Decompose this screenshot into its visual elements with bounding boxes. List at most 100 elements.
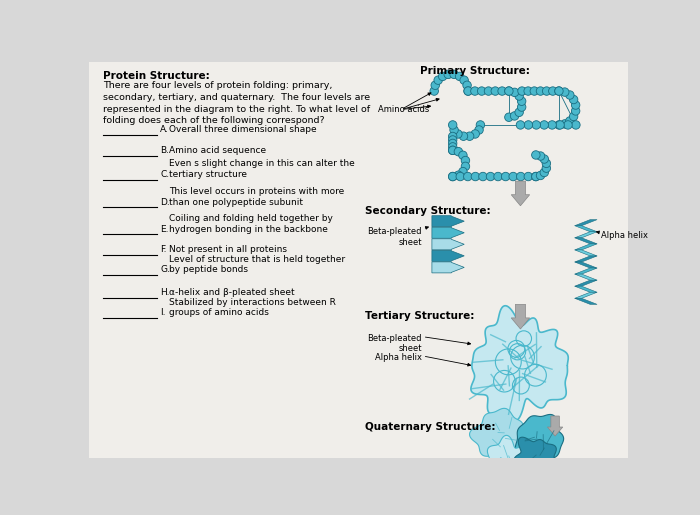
Circle shape: [450, 126, 459, 134]
Circle shape: [564, 121, 572, 129]
Circle shape: [466, 132, 474, 141]
Circle shape: [517, 103, 526, 111]
Text: Even s slight change in this can alter the
tertiary structure: Even s slight change in this can alter t…: [169, 160, 355, 179]
Circle shape: [532, 121, 540, 129]
Polygon shape: [432, 250, 464, 261]
Polygon shape: [432, 216, 464, 227]
Text: Beta-pleated
sheet: Beta-pleated sheet: [368, 227, 422, 247]
Circle shape: [454, 147, 463, 156]
Circle shape: [463, 81, 471, 90]
Circle shape: [571, 107, 580, 115]
Circle shape: [548, 121, 556, 129]
Polygon shape: [547, 416, 563, 436]
Polygon shape: [575, 268, 597, 274]
Circle shape: [554, 87, 564, 95]
Circle shape: [430, 87, 438, 95]
Circle shape: [536, 152, 545, 160]
Circle shape: [531, 173, 540, 181]
Polygon shape: [432, 262, 464, 273]
Circle shape: [463, 173, 472, 181]
Circle shape: [470, 87, 479, 95]
Circle shape: [458, 151, 467, 160]
Text: F.: F.: [160, 245, 167, 254]
Circle shape: [542, 159, 551, 167]
Text: Beta-pleated
sheet: Beta-pleated sheet: [368, 334, 422, 353]
Text: Overall three dimensional shape: Overall three dimensional shape: [169, 125, 317, 134]
Polygon shape: [432, 239, 464, 250]
Circle shape: [510, 112, 519, 120]
Polygon shape: [575, 256, 597, 262]
Polygon shape: [575, 280, 597, 286]
Polygon shape: [575, 292, 597, 298]
Circle shape: [464, 87, 473, 95]
Circle shape: [479, 173, 487, 181]
Text: Not present in all proteins: Not present in all proteins: [169, 245, 287, 254]
Text: G.: G.: [160, 265, 170, 274]
Polygon shape: [470, 408, 524, 460]
Circle shape: [498, 87, 506, 95]
Circle shape: [536, 171, 545, 180]
Circle shape: [484, 87, 493, 95]
FancyBboxPatch shape: [90, 62, 629, 458]
Circle shape: [475, 126, 483, 134]
Circle shape: [501, 173, 510, 181]
Circle shape: [464, 87, 473, 95]
Circle shape: [531, 173, 540, 181]
Circle shape: [530, 87, 538, 95]
Circle shape: [449, 121, 457, 129]
Circle shape: [458, 167, 467, 176]
Circle shape: [515, 92, 524, 100]
Text: Quaternary Structure:: Quaternary Structure:: [365, 422, 496, 432]
Polygon shape: [575, 220, 597, 226]
Polygon shape: [511, 181, 530, 206]
Circle shape: [518, 87, 526, 95]
Text: Coiling and folding held together by
hydrogen bonding in the backbone: Coiling and folding held together by hyd…: [169, 214, 333, 233]
Circle shape: [554, 87, 564, 95]
Text: D.: D.: [160, 198, 170, 207]
Circle shape: [524, 173, 533, 181]
Text: Amino acid sequence: Amino acid sequence: [169, 146, 267, 155]
Text: Tertiary Structure:: Tertiary Structure:: [365, 311, 475, 320]
Text: Stabilized by interactions between R
groups of amino acids: Stabilized by interactions between R gro…: [169, 298, 336, 317]
Circle shape: [569, 112, 578, 121]
Circle shape: [542, 164, 551, 173]
Circle shape: [449, 139, 457, 148]
Circle shape: [566, 91, 574, 99]
Circle shape: [444, 70, 452, 79]
Polygon shape: [511, 304, 530, 329]
Circle shape: [449, 146, 457, 154]
Circle shape: [494, 173, 503, 181]
Circle shape: [491, 87, 500, 95]
Circle shape: [505, 113, 513, 122]
Polygon shape: [575, 250, 597, 256]
Circle shape: [471, 130, 480, 138]
Polygon shape: [575, 232, 597, 238]
Text: α-helix and β-pleated sheet: α-helix and β-pleated sheet: [169, 288, 295, 298]
Polygon shape: [514, 437, 559, 482]
Circle shape: [561, 88, 569, 96]
Polygon shape: [575, 238, 597, 244]
Circle shape: [505, 87, 513, 95]
Circle shape: [477, 87, 486, 95]
Circle shape: [536, 87, 545, 95]
Circle shape: [515, 108, 524, 116]
Circle shape: [540, 155, 549, 163]
Circle shape: [461, 162, 470, 170]
Circle shape: [476, 121, 484, 129]
Text: B.: B.: [160, 146, 169, 155]
Polygon shape: [471, 306, 568, 421]
Circle shape: [449, 173, 457, 181]
Text: There are four levels of protein folding: primary,
secondary, tertiary, and quat: There are four levels of protein folding…: [103, 81, 370, 126]
Circle shape: [454, 130, 462, 138]
Polygon shape: [575, 244, 597, 250]
Text: Protein Structure:: Protein Structure:: [103, 71, 210, 81]
Circle shape: [561, 119, 569, 128]
Text: C.: C.: [160, 170, 169, 179]
Text: E.: E.: [160, 225, 169, 233]
Text: A.: A.: [160, 125, 169, 134]
Circle shape: [540, 168, 549, 177]
Polygon shape: [575, 226, 597, 232]
Text: This level occurs in proteins with more
than one polypeptide subunit: This level occurs in proteins with more …: [169, 187, 344, 207]
Polygon shape: [515, 415, 564, 462]
Circle shape: [556, 121, 564, 129]
